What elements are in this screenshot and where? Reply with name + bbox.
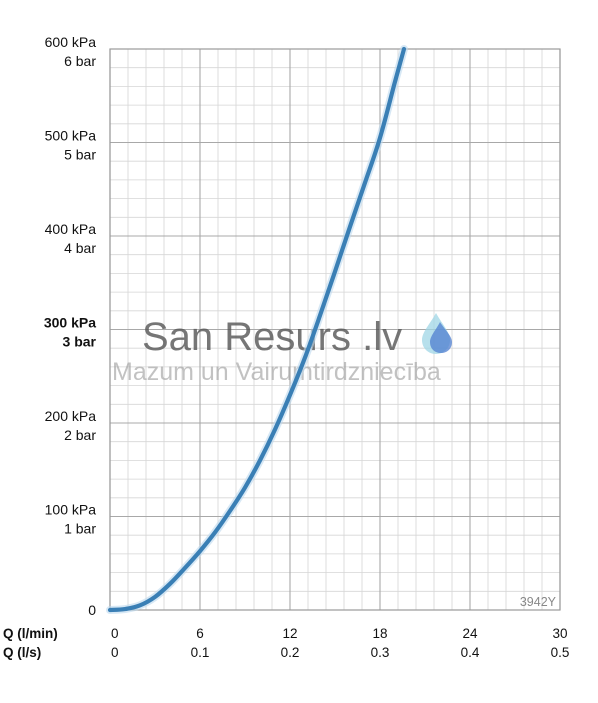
- y-tick-label-kpa: 400 kPa: [45, 221, 97, 237]
- x-axis-title-secondary: Q (l/s): [3, 645, 41, 660]
- x-tick-label-ls: 0.2: [281, 645, 300, 660]
- y-tick-label-kpa: 100 kPa: [45, 502, 97, 518]
- x-axis-labels: 0 0 6 0.1 12 0.2 18 0.3 24 0.4 30 0.5: [111, 626, 569, 660]
- y-tick-label-bar: 6 bar: [64, 53, 96, 69]
- y-tick-label-kpa: 200 kPa: [45, 408, 97, 424]
- x-tick-label-ls: 0.3: [371, 645, 390, 660]
- y-tick-label-bar: 2 bar: [64, 427, 96, 443]
- watermark-title: San Resurs .lv: [142, 315, 402, 359]
- y-tick-label-bar: 3 bar: [63, 334, 97, 350]
- x-tick-label-ls: 0.1: [191, 645, 210, 660]
- watermark: San Resurs .lv Mazum un Vairumtirdzniecī…: [112, 313, 452, 386]
- y-tick-label-kpa: 300 kPa: [44, 315, 96, 331]
- y-tick-label-bar: 5 bar: [64, 147, 96, 163]
- x-tick-label-ls: 0.5: [551, 645, 570, 660]
- y-tick-label-kpa: 500 kPa: [45, 128, 97, 144]
- x-tick-label-ls: 0: [111, 645, 119, 660]
- watermark-subtitle: Mazum un Vairumtirdzniecība: [112, 358, 441, 386]
- y-tick-label-kpa: 0: [88, 602, 96, 618]
- y-tick-label-kpa: 600 kPa: [45, 34, 97, 50]
- x-tick-label-lmin: 6: [196, 626, 204, 641]
- x-axis-title-primary: Q (l/min): [3, 626, 58, 641]
- plot-frame: [109, 48, 561, 611]
- y-axis-labels: 0 100 kPa 1 bar 200 kPa 2 bar 300 kPa 3 bar 400…: [44, 34, 97, 618]
- x-tick-label-lmin: 18: [372, 626, 387, 641]
- x-tick-label-lmin: 24: [462, 626, 478, 641]
- curve-layer: [106, 45, 408, 614]
- y-tick-label-bar: 4 bar: [64, 240, 96, 256]
- x-tick-label-lmin: 30: [552, 626, 567, 641]
- water-drop-icon: [422, 313, 452, 354]
- y-tick-label-bar: 1 bar: [64, 521, 96, 537]
- x-tick-label-lmin: 0: [111, 626, 119, 641]
- product-code: 3942Y: [520, 595, 557, 609]
- x-tick-label-ls: 0.4: [461, 645, 480, 660]
- x-tick-label-lmin: 12: [282, 626, 297, 641]
- series-line: [107, 46, 407, 613]
